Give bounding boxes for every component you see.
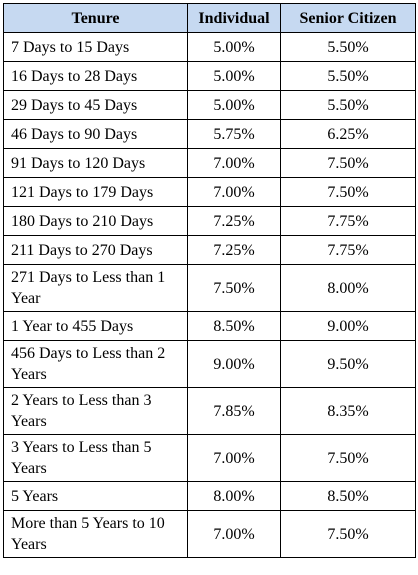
table-row: 3 Years to Less than 5 Years 7.00% 7.50% bbox=[3, 434, 416, 482]
senior-citizen-rate-cell: 9.50% bbox=[280, 340, 416, 388]
senior-citizen-rate-cell: 7.75% bbox=[280, 206, 416, 236]
table-row: 5 Years 8.00% 8.50% bbox=[3, 481, 416, 511]
table-row: 91 Days to 120 Days 7.00% 7.50% bbox=[3, 148, 416, 178]
senior-citizen-rate-cell: 7.50% bbox=[280, 177, 416, 207]
header-senior-citizen: Senior Citizen bbox=[280, 3, 416, 33]
senior-citizen-rate-cell: 6.25% bbox=[280, 119, 416, 149]
senior-citizen-rate-cell: 7.75% bbox=[280, 235, 416, 265]
individual-rate-cell: 7.85% bbox=[187, 387, 281, 435]
senior-citizen-rate-cell: 5.50% bbox=[280, 32, 416, 62]
tenure-cell: 5 Years bbox=[3, 481, 188, 511]
senior-citizen-rate-cell: 8.35% bbox=[280, 387, 416, 435]
table-row: More than 5 Years to 10 Years 7.00% 7.50% bbox=[3, 510, 416, 558]
rates-table-container: Tenure Individual Senior Citizen 7 Days … bbox=[3, 3, 416, 558]
individual-rate-cell: 7.25% bbox=[187, 206, 281, 236]
individual-rate-cell: 7.25% bbox=[187, 235, 281, 265]
senior-citizen-rate-cell: 7.50% bbox=[280, 148, 416, 178]
individual-rate-cell: 5.00% bbox=[187, 32, 281, 62]
senior-citizen-rate-cell: 5.50% bbox=[280, 90, 416, 120]
tenure-cell: 121 Days to 179 Days bbox=[3, 177, 188, 207]
senior-citizen-rate-cell: 8.50% bbox=[280, 481, 416, 511]
senior-citizen-rate-cell: 8.00% bbox=[280, 264, 416, 312]
tenure-cell: 91 Days to 120 Days bbox=[3, 148, 188, 178]
tenure-cell: 7 Days to 15 Days bbox=[3, 32, 188, 62]
table-row: 46 Days to 90 Days 5.75% 6.25% bbox=[3, 119, 416, 149]
table-row: 121 Days to 179 Days 7.00% 7.50% bbox=[3, 177, 416, 207]
tenure-cell: 211 Days to 270 Days bbox=[3, 235, 188, 265]
table-row: 2 Years to Less than 3 Years 7.85% 8.35% bbox=[3, 387, 416, 435]
individual-rate-cell: 7.00% bbox=[187, 177, 281, 207]
fd-rates-table: Tenure Individual Senior Citizen 7 Days … bbox=[3, 3, 416, 558]
individual-rate-cell: 5.00% bbox=[187, 90, 281, 120]
table-row: 7 Days to 15 Days 5.00% 5.50% bbox=[3, 32, 416, 62]
tenure-cell: 3 Years to Less than 5 Years bbox=[3, 434, 188, 482]
header-individual: Individual bbox=[187, 3, 281, 33]
individual-rate-cell: 8.50% bbox=[187, 311, 281, 341]
tenure-cell: 271 Days to Less than 1 Year bbox=[3, 264, 188, 312]
individual-rate-cell: 5.00% bbox=[187, 61, 281, 91]
individual-rate-cell: 5.75% bbox=[187, 119, 281, 149]
senior-citizen-rate-cell: 7.50% bbox=[280, 434, 416, 482]
individual-rate-cell: 7.00% bbox=[187, 510, 281, 558]
table-body: 7 Days to 15 Days 5.00% 5.50% 16 Days to 28… bbox=[3, 32, 416, 558]
tenure-cell: 180 Days to 210 Days bbox=[3, 206, 188, 236]
table-row: 211 Days to 270 Days 7.25% 7.75% bbox=[3, 235, 416, 265]
table-row: 29 Days to 45 Days 5.00% 5.50% bbox=[3, 90, 416, 120]
table-header: Tenure Individual Senior Citizen bbox=[3, 3, 416, 33]
table-row: 16 Days to 28 Days 5.00% 5.50% bbox=[3, 61, 416, 91]
tenure-cell: 16 Days to 28 Days bbox=[3, 61, 188, 91]
table-row: 1 Year to 455 Days 8.50% 9.00% bbox=[3, 311, 416, 341]
individual-rate-cell: 9.00% bbox=[187, 340, 281, 388]
senior-citizen-rate-cell: 5.50% bbox=[280, 61, 416, 91]
table-row: 180 Days to 210 Days 7.25% 7.75% bbox=[3, 206, 416, 236]
individual-rate-cell: 7.00% bbox=[187, 434, 281, 482]
tenure-cell: 29 Days to 45 Days bbox=[3, 90, 188, 120]
tenure-cell: 2 Years to Less than 3 Years bbox=[3, 387, 188, 435]
individual-rate-cell: 7.00% bbox=[187, 148, 281, 178]
senior-citizen-rate-cell: 9.00% bbox=[280, 311, 416, 341]
header-tenure: Tenure bbox=[3, 3, 188, 33]
tenure-cell: 46 Days to 90 Days bbox=[3, 119, 188, 149]
header-row: Tenure Individual Senior Citizen bbox=[3, 3, 416, 33]
table-row: 456 Days to Less than 2 Years 9.00% 9.50% bbox=[3, 340, 416, 388]
tenure-cell: 1 Year to 455 Days bbox=[3, 311, 188, 341]
individual-rate-cell: 7.50% bbox=[187, 264, 281, 312]
tenure-cell: 456 Days to Less than 2 Years bbox=[3, 340, 188, 388]
table-row: 271 Days to Less than 1 Year 7.50% 8.00% bbox=[3, 264, 416, 312]
senior-citizen-rate-cell: 7.50% bbox=[280, 510, 416, 558]
individual-rate-cell: 8.00% bbox=[187, 481, 281, 511]
tenure-cell: More than 5 Years to 10 Years bbox=[3, 510, 188, 558]
